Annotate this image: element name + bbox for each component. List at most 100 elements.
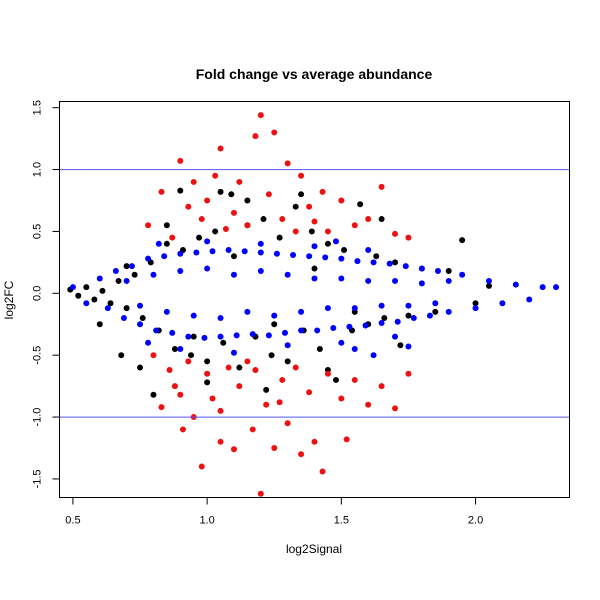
data-point: [319, 188, 326, 195]
data-point: [204, 370, 211, 377]
data-point: [343, 436, 350, 443]
data-point: [392, 230, 399, 237]
data-point: [177, 268, 184, 275]
data-point: [230, 349, 237, 356]
data-point: [292, 228, 299, 235]
data-point: [284, 271, 291, 278]
data-point: [131, 271, 138, 278]
data-point: [279, 216, 286, 223]
data-point: [158, 404, 165, 411]
data-point: [257, 490, 264, 497]
data-point: [485, 277, 492, 284]
data-point: [153, 327, 160, 334]
data-point: [298, 172, 305, 179]
x-tick-label: 2.0: [468, 515, 483, 527]
data-point: [499, 300, 506, 307]
data-point: [217, 333, 224, 340]
data-point: [137, 321, 144, 328]
data-point: [118, 352, 125, 359]
data-point: [284, 160, 291, 167]
data-point: [271, 129, 278, 136]
data-point: [434, 268, 441, 275]
data-point: [163, 240, 170, 247]
data-point: [338, 395, 345, 402]
data-point: [177, 346, 184, 352]
data-point: [225, 247, 232, 253]
data-point: [432, 300, 439, 307]
data-point: [378, 216, 385, 223]
data-point: [386, 260, 393, 267]
data-point: [553, 284, 560, 291]
y-tick-label: 0.0: [32, 286, 44, 301]
data-point: [324, 240, 331, 247]
data-point: [284, 342, 291, 349]
data-point: [145, 339, 152, 346]
data-point: [185, 203, 192, 210]
data-point: [324, 228, 331, 235]
data-point: [188, 352, 195, 359]
data-point: [96, 275, 103, 282]
data-point: [418, 280, 425, 287]
data-point: [263, 386, 270, 393]
data-point: [381, 315, 388, 322]
data-point: [292, 364, 299, 371]
data-point: [311, 243, 318, 250]
data-point: [314, 327, 321, 334]
data-point: [365, 401, 372, 408]
data-point: [472, 305, 479, 312]
data-point: [249, 426, 256, 433]
data-point: [163, 222, 170, 229]
data-point: [330, 324, 337, 331]
data-point: [204, 197, 211, 204]
data-point: [190, 178, 197, 185]
data-point: [244, 222, 251, 229]
data-point: [405, 312, 412, 319]
data-point: [445, 277, 452, 284]
data-point: [212, 172, 219, 179]
data-point: [123, 277, 130, 284]
data-point: [204, 265, 211, 272]
data-point: [252, 367, 259, 374]
data-point: [485, 282, 492, 289]
data-point: [196, 234, 203, 241]
data-point: [341, 247, 348, 253]
data-point: [193, 249, 200, 256]
data-point: [392, 405, 399, 412]
data-point: [324, 305, 331, 312]
data-point: [378, 183, 385, 190]
data-point: [445, 308, 452, 315]
data-point: [185, 333, 192, 340]
data-point: [539, 284, 546, 291]
y-axis: -1.5 -1.0 -0.5 0.0 0.5 1.0 1.5: [32, 100, 60, 488]
data-point: [244, 197, 251, 204]
data-point: [233, 332, 240, 339]
data-point: [405, 370, 412, 377]
data-point: [91, 296, 98, 303]
data-point: [75, 292, 82, 299]
data-point: [298, 327, 305, 334]
plot-area: [59, 112, 570, 497]
data-point: [311, 218, 318, 225]
data-point: [378, 302, 385, 309]
data-point: [158, 188, 165, 195]
data-point: [397, 342, 404, 349]
data-point: [83, 284, 90, 291]
data-point: [115, 277, 122, 284]
x-tick-label: 1.5: [334, 515, 349, 527]
data-point: [306, 253, 313, 260]
data-point: [351, 222, 358, 229]
data-point: [308, 228, 315, 235]
data-point: [190, 333, 197, 340]
data-point: [244, 358, 251, 365]
data-point: [257, 112, 264, 119]
x-tick-label: 0.5: [65, 515, 80, 527]
data-point: [365, 216, 372, 223]
data-point: [405, 343, 412, 350]
data-point: [139, 315, 146, 322]
data-point: [217, 407, 224, 414]
data-point: [204, 238, 211, 245]
data-point: [279, 376, 286, 383]
data-point: [198, 463, 205, 470]
y-axis-label: log2FC: [2, 280, 16, 319]
